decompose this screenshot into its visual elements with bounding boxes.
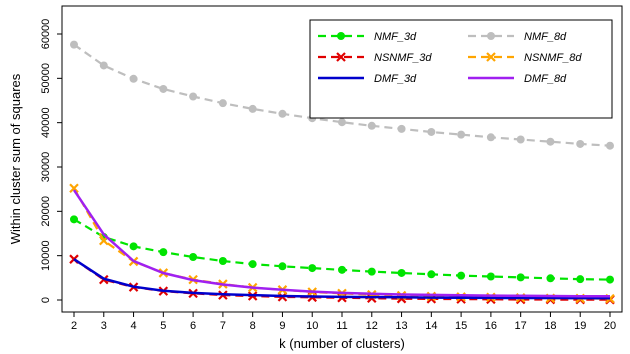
- data-point-nmf-3d: [367, 267, 376, 276]
- y-tick-label: 10000: [40, 240, 52, 271]
- x-tick-label: 3: [101, 320, 107, 332]
- x-tick-label: 20: [604, 320, 616, 332]
- data-point-nmf-3d: [486, 272, 495, 281]
- data-point-nmf-3d: [546, 274, 555, 283]
- data-point-nmf-8d: [576, 139, 585, 148]
- data-point-nmf-3d: [129, 242, 138, 251]
- data-point-nmf-3d: [278, 262, 287, 271]
- x-tick-label: 4: [130, 320, 136, 332]
- x-tick-label: 16: [485, 320, 497, 332]
- legend-item-nmf-3d: NMF_3d: [318, 31, 417, 43]
- data-point-nmf-8d: [129, 74, 138, 83]
- data-point-nmf-3d: [457, 271, 466, 280]
- x-tick-label: 6: [190, 320, 196, 332]
- x-axis-title: k (number of clusters): [279, 336, 405, 351]
- legend-marker: [487, 32, 495, 40]
- data-point-nmf-3d: [159, 248, 168, 257]
- x-axis: 2 3 4 5 6 7 8 9 10 11 12 13 14 15 16 17 18 19 20: [71, 312, 616, 332]
- data-point-nmf-8d: [486, 133, 495, 142]
- x-tick-label: 10: [306, 320, 318, 332]
- legend-box: [309, 19, 613, 119]
- data-point-nmf-8d: [606, 141, 614, 150]
- y-tick-label: 60000: [40, 19, 52, 50]
- data-point-nmf-3d: [248, 260, 257, 269]
- data-point-nmf-3d: [576, 275, 585, 284]
- legend-item-dmf-3d: DMF_3d: [318, 73, 417, 85]
- y-tick-label: 0: [40, 297, 52, 303]
- x-tick-label: 15: [455, 320, 467, 332]
- data-point-nmf-3d: [218, 256, 227, 265]
- data-point-nmf-3d: [427, 270, 436, 279]
- y-axis-title: Within cluster sum of squares: [8, 73, 23, 244]
- x-tick-label: 14: [425, 320, 437, 332]
- x-tick-label: 5: [160, 320, 166, 332]
- y-tick-label: 50000: [40, 63, 52, 94]
- data-point-nmf-8d: [397, 124, 406, 133]
- x-tick-label: 11: [336, 320, 347, 332]
- series-nmf-3d: [70, 215, 614, 284]
- legend-label: NMF_3d: [374, 31, 417, 43]
- y-tick-label: 40000: [40, 107, 52, 138]
- data-point-nmf-8d: [427, 127, 436, 136]
- x-tick-label: 7: [220, 320, 226, 332]
- data-point-nmf-8d: [218, 99, 227, 108]
- legend-item-nmf-8d: NMF_8d: [468, 31, 567, 43]
- legend-label: NSNMF_8d: [524, 52, 582, 64]
- data-point-nmf-8d: [457, 130, 466, 139]
- data-point-nmf-8d: [367, 121, 376, 130]
- data-point-nmf-3d: [70, 215, 78, 224]
- data-point-nmf-3d: [189, 252, 198, 261]
- legend-label: DMF_3d: [374, 73, 417, 85]
- data-point-nmf-8d: [338, 118, 346, 127]
- series-dmf-3d: [73, 258, 611, 300]
- data-point-nmf-8d: [516, 135, 525, 144]
- legend-label: NSNMF_3d: [374, 52, 432, 64]
- y-tick-label: 20000: [40, 196, 52, 227]
- legend-item-nsnmf-8d: NSNMF_8d: [468, 52, 582, 64]
- series-dmf-8d: [72, 189, 611, 298]
- data-point-nmf-8d: [278, 109, 287, 118]
- data-point-nmf-8d: [159, 84, 168, 93]
- data-point-nmf-3d: [338, 265, 346, 274]
- x-tick-label: 17: [515, 320, 527, 332]
- data-point-nmf-3d: [397, 268, 406, 277]
- data-point-nmf-8d: [99, 61, 108, 70]
- x-tick-label: 13: [395, 320, 407, 332]
- series-line-dmf-3d: [73, 258, 611, 300]
- x-tick-label: 9: [279, 320, 285, 332]
- data-point-nmf-8d: [248, 104, 257, 113]
- x-tick-label: 12: [366, 320, 378, 332]
- series-line-dmf-8d: [72, 189, 611, 298]
- data-point-nmf-8d: [189, 92, 198, 101]
- data-point-nmf-3d: [516, 273, 525, 282]
- data-point-nmf-3d: [308, 264, 317, 273]
- legend: NMF_3d NMF_8d NSNMF_3d NSNMF_8d DMF_3d DMF_8d: [309, 19, 613, 119]
- legend-label: DMF_8d: [524, 73, 567, 85]
- x-tick-label: 8: [250, 320, 256, 332]
- legend-label: NMF_8d: [524, 31, 567, 43]
- x-tick-label: 18: [544, 320, 556, 332]
- legend-marker: [337, 32, 345, 40]
- x-tick-label: 2: [71, 320, 77, 332]
- legend-marker: [486, 52, 496, 62]
- data-point-nsnmf-8d: [69, 183, 79, 194]
- legend-item-dmf-8d: DMF_8d: [468, 73, 567, 85]
- data-point-nmf-8d: [70, 40, 78, 49]
- legend-marker: [336, 52, 346, 62]
- legend-item-nsnmf-3d: NSNMF_3d: [318, 52, 432, 64]
- x-tick-label: 19: [574, 320, 586, 332]
- data-point-nmf-3d: [606, 275, 614, 284]
- data-point-nmf-8d: [546, 137, 555, 146]
- y-axis: 0 10000 20000 30000 40000 50000 60000: [40, 19, 62, 303]
- y-tick-label: 30000: [40, 152, 52, 183]
- plot-area: [61, 5, 623, 313]
